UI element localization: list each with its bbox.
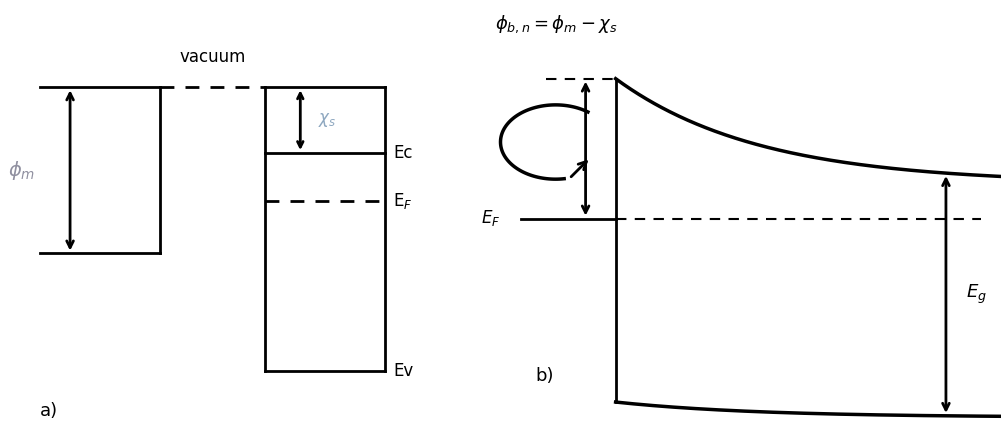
Text: $E_g$: $E_g$ (966, 283, 987, 306)
Text: $E_F$: $E_F$ (481, 208, 500, 229)
Text: $\chi_s$: $\chi_s$ (318, 111, 336, 129)
Text: Ev: Ev (393, 362, 413, 381)
Text: a): a) (40, 402, 58, 420)
Text: vacuum: vacuum (179, 48, 246, 66)
Text: $\phi_m$: $\phi_m$ (8, 159, 35, 182)
Text: E$_F$: E$_F$ (393, 191, 412, 211)
Text: b): b) (536, 367, 554, 385)
Text: Ec: Ec (393, 144, 412, 162)
Text: $\phi_{b,n} = \phi_m - \chi_s$: $\phi_{b,n} = \phi_m - \chi_s$ (495, 13, 618, 35)
